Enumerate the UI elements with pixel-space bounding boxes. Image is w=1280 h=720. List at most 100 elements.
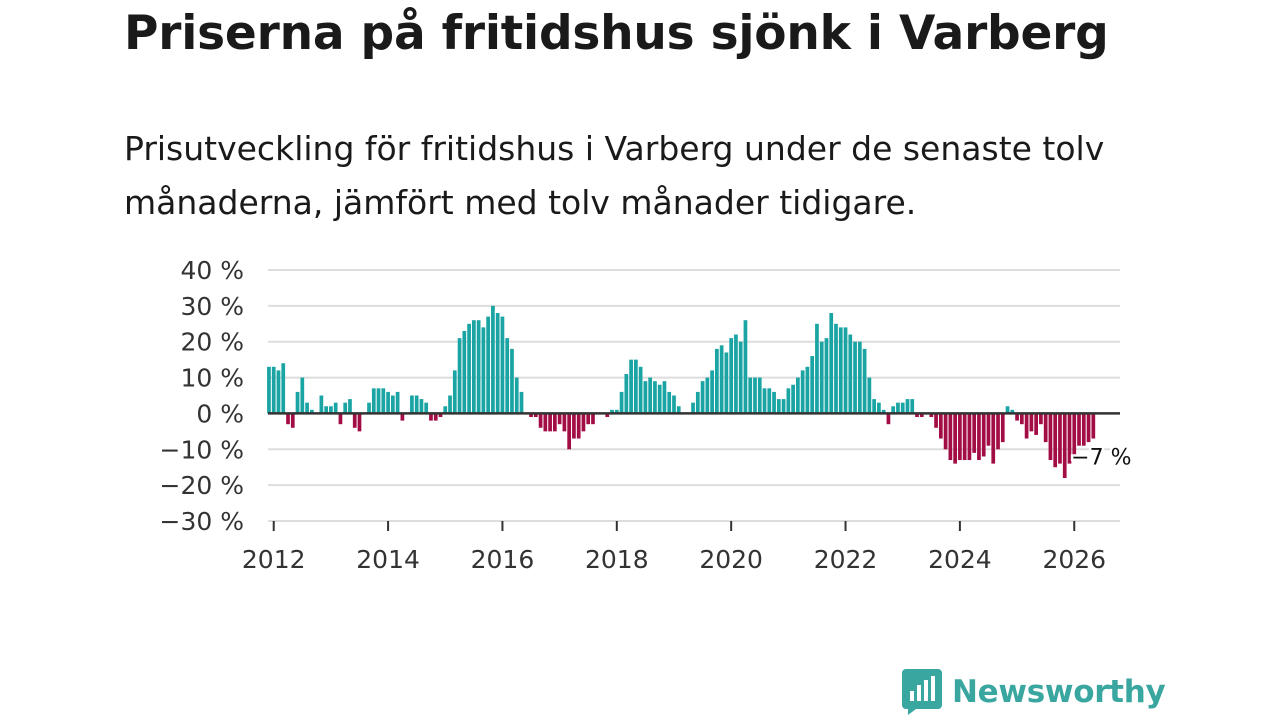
x-tick-label: 2012 — [242, 545, 306, 574]
bar — [662, 381, 667, 414]
bar — [486, 316, 491, 414]
x-tick-label: 2014 — [356, 545, 420, 574]
bar — [471, 320, 476, 414]
bar — [419, 399, 424, 414]
annotation-layer: −7 % — [1069, 443, 1134, 473]
bar — [929, 413, 934, 418]
bar — [467, 323, 471, 414]
bar — [757, 377, 762, 414]
bar — [648, 377, 653, 414]
bar — [538, 413, 543, 428]
bar — [443, 406, 448, 414]
bar — [719, 345, 724, 414]
chart-title: Priserna på fritidshus sjönk i Varberg — [124, 6, 1109, 61]
bar — [843, 327, 848, 414]
bar — [367, 402, 371, 414]
bar — [300, 377, 305, 414]
bar — [324, 406, 328, 414]
brand-name: Newsworthy — [952, 674, 1166, 710]
bar — [700, 381, 705, 414]
bar — [934, 413, 938, 428]
bar — [348, 399, 352, 414]
y-tick-label: −30 % — [160, 507, 244, 536]
bar — [614, 409, 619, 414]
bar — [867, 377, 872, 414]
bar — [624, 373, 629, 414]
bar — [772, 391, 776, 414]
y-tick-label: −10 % — [160, 435, 244, 464]
bar — [1015, 413, 1019, 421]
bar — [910, 399, 915, 414]
bar — [457, 338, 462, 414]
bar — [981, 413, 986, 457]
bar — [281, 363, 286, 414]
bar — [400, 413, 405, 421]
bar — [290, 413, 295, 428]
bar — [1048, 413, 1053, 461]
bar — [462, 330, 467, 414]
y-tick-label: 10 % — [180, 364, 244, 393]
bar — [386, 391, 390, 414]
bar — [796, 377, 800, 414]
bar — [1072, 413, 1077, 457]
bar — [1062, 413, 1067, 478]
bar — [657, 384, 662, 414]
bar — [943, 413, 948, 450]
bar — [643, 381, 648, 414]
bar — [433, 413, 438, 421]
y-tick-label: −20 % — [160, 471, 244, 500]
last-value-label: −7 % — [1071, 446, 1131, 471]
bar — [343, 402, 348, 414]
bar — [548, 413, 552, 432]
bar — [848, 334, 853, 414]
bar — [572, 413, 576, 439]
bar — [309, 409, 314, 414]
bar — [333, 402, 338, 414]
bar — [395, 391, 400, 414]
bar — [695, 391, 700, 414]
bar — [767, 388, 772, 414]
bar — [605, 413, 610, 418]
bar — [743, 320, 748, 414]
bar — [877, 402, 881, 414]
bar — [276, 370, 281, 414]
bar — [1058, 413, 1062, 464]
y-tick-label: 20 % — [180, 328, 244, 357]
bar — [1019, 413, 1024, 425]
bar — [553, 413, 557, 432]
bar — [938, 413, 943, 439]
bar — [962, 413, 967, 461]
bar — [819, 341, 824, 414]
bar — [881, 409, 886, 414]
bar — [429, 413, 433, 421]
bar — [352, 413, 357, 428]
bar — [271, 366, 276, 414]
bar — [414, 395, 419, 414]
bar — [1091, 413, 1096, 439]
bar — [824, 338, 829, 414]
y-tick-label: 0 % — [196, 399, 244, 428]
bar — [986, 413, 991, 446]
bar — [853, 341, 857, 414]
bar — [505, 338, 510, 414]
x-tick-label: 2022 — [814, 545, 878, 574]
bar — [891, 406, 896, 414]
bar — [896, 402, 900, 414]
chart-subtitle: Prisutveckling för fritidshus i Varberg … — [124, 129, 1105, 222]
bar — [1053, 413, 1058, 468]
bar — [519, 391, 524, 414]
bar — [958, 413, 962, 461]
bar — [800, 370, 805, 414]
bar — [581, 413, 586, 432]
bar — [533, 413, 538, 418]
bar — [557, 413, 562, 425]
bar — [510, 348, 514, 414]
bar — [638, 366, 643, 414]
bar — [1043, 413, 1048, 443]
bar — [991, 413, 996, 464]
bar — [967, 413, 972, 461]
bar — [948, 413, 953, 461]
bar — [915, 413, 919, 418]
bar — [371, 388, 376, 414]
